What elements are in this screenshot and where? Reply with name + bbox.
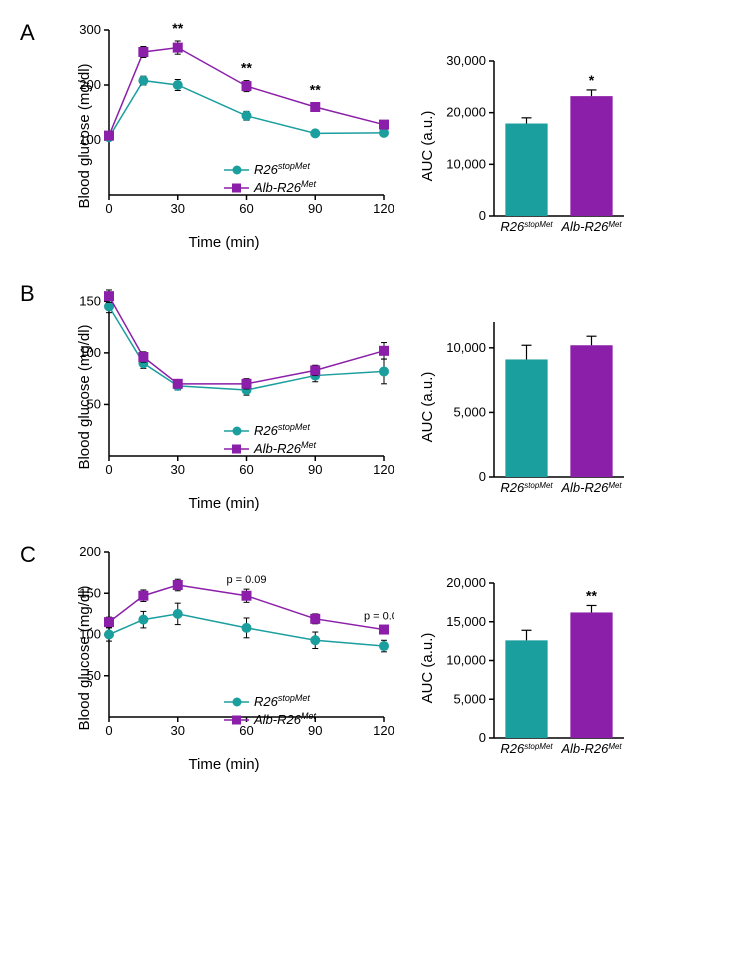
panel-letter: C — [20, 542, 44, 568]
y-axis-label: AUC (a.u.) — [419, 633, 436, 704]
svg-text:90: 90 — [308, 723, 322, 738]
svg-text:R26stopMet: R26stopMet — [254, 693, 310, 709]
svg-text:Alb-R26Met: Alb-R26Met — [253, 179, 316, 195]
bar — [570, 612, 612, 738]
line-chart: 0306090120100200300******R26stopMetAlb-R… — [54, 20, 394, 230]
bar-chart-wrapper: 05,00010,000R26stopMetAlb-R26MetAUC (a.u… — [434, 302, 634, 512]
charts-row: 0306090120100200300******R26stopMetAlb-R… — [54, 20, 634, 251]
line-chart-wrapper: 0306090120100200300******R26stopMetAlb-R… — [54, 20, 394, 251]
svg-text:30,000: 30,000 — [446, 53, 486, 68]
svg-text:120: 120 — [373, 201, 394, 216]
svg-text:90: 90 — [308, 462, 322, 477]
svg-text:R26stopMet: R26stopMet — [500, 741, 553, 756]
bar — [505, 359, 547, 477]
svg-text:10,000: 10,000 — [446, 340, 486, 355]
y-axis-label: Blood glucose (mg/dl) — [76, 324, 93, 469]
svg-text:90: 90 — [308, 201, 322, 216]
svg-text:p = 0.09: p = 0.09 — [364, 610, 394, 622]
svg-text:R26stopMet: R26stopMet — [254, 422, 310, 438]
y-axis-label: AUC (a.u.) — [419, 372, 436, 443]
svg-text:120: 120 — [373, 723, 394, 738]
svg-text:Alb-R26Met: Alb-R26Met — [253, 711, 316, 727]
svg-text:R26stopMet: R26stopMet — [254, 161, 310, 177]
svg-text:30: 30 — [171, 462, 185, 477]
svg-text:5,000: 5,000 — [453, 404, 486, 419]
svg-text:150: 150 — [79, 293, 101, 308]
svg-text:20,000: 20,000 — [446, 105, 486, 120]
svg-text:20,000: 20,000 — [446, 575, 486, 590]
bar-chart-wrapper: 0 5,000 10,000 15,000 20,000 R26stopMet ** Alb-… — [434, 563, 634, 773]
svg-text:200: 200 — [79, 544, 101, 559]
svg-text:p = 0.09: p = 0.09 — [226, 574, 266, 586]
line-chart: 030609012050100150200p = 0.09p = 0.09R26… — [54, 542, 394, 752]
bar-chart: 0 5,000 10,000 15,000 20,000 R26stopMet ** Alb-… — [434, 563, 634, 773]
svg-text:R26stopMet: R26stopMet — [500, 219, 553, 234]
svg-text:0: 0 — [105, 462, 112, 477]
charts-row: 030609012050100150200p = 0.09p = 0.09R26… — [54, 542, 634, 773]
panel-letter: B — [20, 281, 44, 307]
y-axis-label: Blood glucose (mg/dl) — [76, 63, 93, 208]
x-axis-label: Time (min) — [54, 234, 394, 251]
bar — [505, 640, 547, 738]
line-chart: 030609012050100150R26stopMetAlb-R26Met — [54, 281, 394, 491]
y-axis-label: AUC (a.u.) — [419, 111, 436, 182]
svg-text:R26stopMet: R26stopMet — [500, 480, 553, 495]
svg-text:30: 30 — [171, 201, 185, 216]
line-chart-wrapper: 030609012050100150200p = 0.09p = 0.09R26… — [54, 542, 394, 773]
bar-chart-wrapper: 0 10,000 20,000 30,000 R26stopMet * Alb-R26Met… — [434, 41, 634, 251]
svg-text:15,000: 15,000 — [446, 614, 486, 629]
y-axis-label: Blood glucose (mg/dl) — [76, 585, 93, 730]
bar-chart: 0 10,000 20,000 30,000 R26stopMet * Alb-R26Met — [434, 41, 634, 251]
svg-text:0: 0 — [105, 201, 112, 216]
x-axis-label: Time (min) — [54, 495, 394, 512]
x-axis-label: Time (min) — [54, 756, 394, 773]
svg-text:Alb-R26Met: Alb-R26Met — [560, 741, 622, 756]
panel-C: C030609012050100150200p = 0.09p = 0.09R2… — [20, 542, 712, 773]
svg-text:Alb-R26Met: Alb-R26Met — [253, 440, 316, 456]
svg-text:120: 120 — [373, 462, 394, 477]
svg-text:0: 0 — [105, 723, 112, 738]
panel-B: B030609012050100150R26stopMetAlb-R26MetB… — [20, 281, 712, 512]
svg-text:*: * — [589, 72, 595, 88]
svg-text:300: 300 — [79, 22, 101, 37]
panel-letter: A — [20, 20, 44, 46]
bar — [570, 96, 612, 216]
line-chart-wrapper: 030609012050100150R26stopMetAlb-R26MetBl… — [54, 281, 394, 512]
svg-text:60: 60 — [239, 723, 253, 738]
bar — [570, 345, 612, 477]
svg-text:0: 0 — [479, 469, 486, 484]
svg-text:**: ** — [586, 587, 597, 603]
svg-text:10,000: 10,000 — [446, 156, 486, 171]
svg-text:Alb-R26Met: Alb-R26Met — [560, 219, 622, 234]
svg-text:**: ** — [172, 20, 183, 36]
svg-text:0: 0 — [479, 730, 486, 745]
bar — [505, 124, 547, 216]
svg-text:0: 0 — [479, 208, 486, 223]
svg-text:5,000: 5,000 — [453, 691, 486, 706]
svg-text:30: 30 — [171, 723, 185, 738]
bar-chart: 0 5,000 10,000 R26stopMet Alb-R26Met — [434, 302, 634, 512]
panel-A: A0306090120100200300******R26stopMetAlb-… — [20, 20, 712, 251]
svg-text:**: ** — [241, 60, 252, 76]
svg-text:60: 60 — [239, 462, 253, 477]
svg-text:60: 60 — [239, 201, 253, 216]
svg-text:Alb-R26Met: Alb-R26Met — [560, 480, 622, 495]
svg-text:**: ** — [310, 82, 321, 98]
figure-container: A0306090120100200300******R26stopMetAlb-… — [20, 20, 712, 773]
svg-text:10,000: 10,000 — [446, 653, 486, 668]
charts-row: 030609012050100150R26stopMetAlb-R26MetBl… — [54, 281, 634, 512]
